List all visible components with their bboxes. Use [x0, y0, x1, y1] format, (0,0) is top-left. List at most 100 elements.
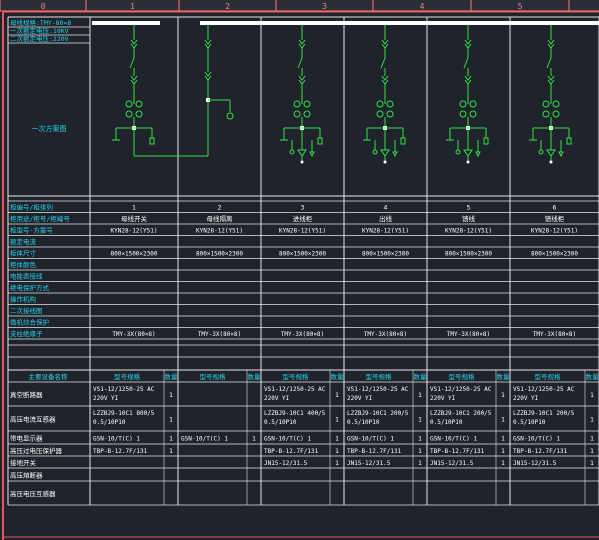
equip-qty: 1 — [501, 391, 505, 399]
equip-name: 高压熔断器 — [10, 471, 43, 480]
equip-spec-line: 220V YI — [430, 395, 456, 402]
current-transformer-icon — [459, 110, 467, 118]
equip-spec: VS1-12/1250-25 AC 220V YI — [513, 386, 575, 402]
panel-schematic — [280, 25, 323, 164]
equip-qty-header: 数量 — [248, 372, 262, 381]
equip-spec-line: LZZBJ9-10C1 200/5 — [513, 410, 575, 417]
equip-spec: TBP-B-12.7F/131 — [347, 448, 402, 455]
row-label: 支柱绝缘子 — [10, 329, 43, 338]
equip-spec-line: VS1-12/1250-25 AC — [430, 386, 492, 393]
row-label: 电能表接线 — [10, 272, 43, 281]
panel-model: KYN28-12(Y51) — [279, 228, 326, 235]
indicator-icon — [289, 149, 295, 155]
equip-qty: 1 — [169, 416, 173, 424]
equip-spec-line: 220V YI — [93, 395, 119, 402]
equip-qty: 1 — [252, 435, 256, 443]
ruler-band — [0, 0, 599, 11]
equip-spec-line: LZZBJ9-10C1 200/5 — [430, 410, 492, 417]
ruler-label: 1 — [130, 2, 135, 11]
cable-head-icon — [380, 149, 390, 157]
secondary-voltage: 二次额定电压:220V — [10, 34, 69, 43]
equip-qty: 1 — [335, 435, 339, 443]
row-label: 二次接线图 — [10, 306, 43, 315]
cable-head-icon — [463, 149, 473, 157]
current-transformer-icon — [386, 110, 394, 118]
equip-spec: GSN-10/T(C) 1 — [181, 436, 228, 443]
panel-size: 800×1500×2300 — [531, 251, 578, 258]
equip-spec: LZZBJ9-10C1 200/5 0.5/10P10 — [430, 410, 492, 426]
equip-qty: 1 — [418, 391, 422, 399]
panel-model: KYN28-12(Y51) — [111, 228, 158, 235]
equip-spec-line: LZZBJ9-10C1 200/5 — [347, 410, 409, 417]
current-transformer-icon — [542, 100, 550, 108]
outgoing-terminal — [466, 160, 470, 164]
panel-model: KYN28-12(Y51) — [531, 228, 578, 235]
earth-icon — [558, 151, 564, 158]
equip-spec: TBP-B-12.7F/131 — [93, 448, 148, 455]
breaker-blade-icon — [297, 57, 303, 69]
row-label: 继电保护方式 — [10, 283, 50, 292]
surge-arrester-icon — [566, 137, 572, 145]
current-transformer-icon — [303, 110, 311, 118]
equip-spec-line: VS1-12/1250-25 AC — [264, 386, 326, 393]
equip-spec: VS1-12/1250-25 AC 220V YI — [347, 386, 409, 402]
equip-spec-header: 型号规格 — [200, 372, 227, 381]
current-transformer-icon — [125, 100, 133, 108]
panel-size: 800×1500×2300 — [111, 251, 158, 258]
outgoing-terminal — [549, 160, 553, 164]
surge-arrester-icon — [483, 137, 489, 145]
current-transformer-icon — [125, 110, 133, 118]
equip-spec: VS1-12/1250-25 AC 220V YI — [264, 386, 326, 402]
current-transformer-icon — [135, 100, 143, 108]
panel-insulator: TMY-3X(80×8) — [281, 331, 324, 338]
current-transformer-icon — [552, 110, 560, 118]
cable-head-icon — [546, 149, 556, 157]
current-transformer-icon — [376, 100, 384, 108]
panel-insulator: TMY-3X(80×8) — [112, 331, 155, 338]
row-label: 柜用途/柜号/柜编号 — [10, 214, 70, 223]
equip-spec-line: VS1-12/1250-25 AC — [93, 386, 155, 393]
current-transformer-icon — [469, 100, 477, 108]
equip-name: 带电显示器 — [10, 434, 43, 443]
equip-spec-line: 0.5/10P10 — [430, 419, 463, 426]
ruler-label: 4 — [420, 2, 425, 11]
breaker-blade-icon — [380, 57, 386, 69]
indicator-icon — [538, 149, 544, 155]
ruler-label: 0 — [41, 2, 46, 11]
panel-name: 母线隔离 — [207, 214, 234, 223]
equip-spec-line: 220V YI — [264, 395, 290, 402]
equip-qty-header: 数量 — [165, 372, 179, 381]
equip-spec-line: 0.5/10P10 — [264, 419, 297, 426]
current-transformer-icon — [303, 100, 311, 108]
equip-name: 接地开关 — [10, 458, 37, 467]
equip-qty: 1 — [418, 435, 422, 443]
equip-qty: 1 — [501, 416, 505, 424]
surge-arrester-icon — [400, 137, 406, 145]
equip-spec-line: LZZBJ9-10C1 800/5 — [93, 410, 155, 417]
equip-spec-line: 0.5/10P10 — [93, 419, 126, 426]
ruler-label: 3 — [322, 2, 327, 11]
panel-number: 4 — [384, 204, 388, 212]
equip-spec: JN15-12/31.5 — [513, 460, 557, 467]
panel-name: 进线柜 — [293, 214, 313, 223]
breaker-blade-icon — [129, 57, 135, 69]
panel-number: 3 — [301, 204, 305, 212]
equip-spec-line: 220V YI — [513, 395, 539, 402]
panel-size: 800×1500×2300 — [362, 251, 409, 258]
current-transformer-icon — [552, 100, 560, 108]
equip-qty: 1 — [335, 391, 339, 399]
current-transformer-icon — [542, 110, 550, 118]
current-transformer-icon — [376, 110, 384, 118]
breaker-blade-icon — [463, 57, 469, 69]
equip-qty: 1 — [590, 435, 594, 443]
equip-qty-header: 数量 — [414, 372, 428, 381]
ruler-label: 2 — [225, 2, 230, 11]
equip-spec: LZZBJ9-10C1 800/5 0.5/10P10 — [93, 410, 155, 426]
panel-insulator: TMY-3X(80×8) — [447, 331, 490, 338]
panel-number: 6 — [553, 204, 557, 212]
busbar-right — [200, 21, 599, 25]
equip-spec: TBP-B-12.7F/131 — [264, 448, 319, 455]
outgoing-terminal — [383, 160, 387, 164]
equip-name: 高压电流互感器 — [10, 415, 56, 424]
